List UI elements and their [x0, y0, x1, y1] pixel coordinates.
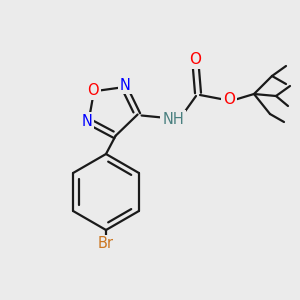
- Text: O: O: [189, 52, 201, 68]
- Text: O: O: [223, 92, 235, 107]
- Text: Br: Br: [98, 236, 114, 251]
- Text: N: N: [120, 77, 130, 92]
- Text: N: N: [81, 114, 92, 129]
- Text: NH: NH: [162, 112, 184, 127]
- Text: O: O: [87, 83, 99, 98]
